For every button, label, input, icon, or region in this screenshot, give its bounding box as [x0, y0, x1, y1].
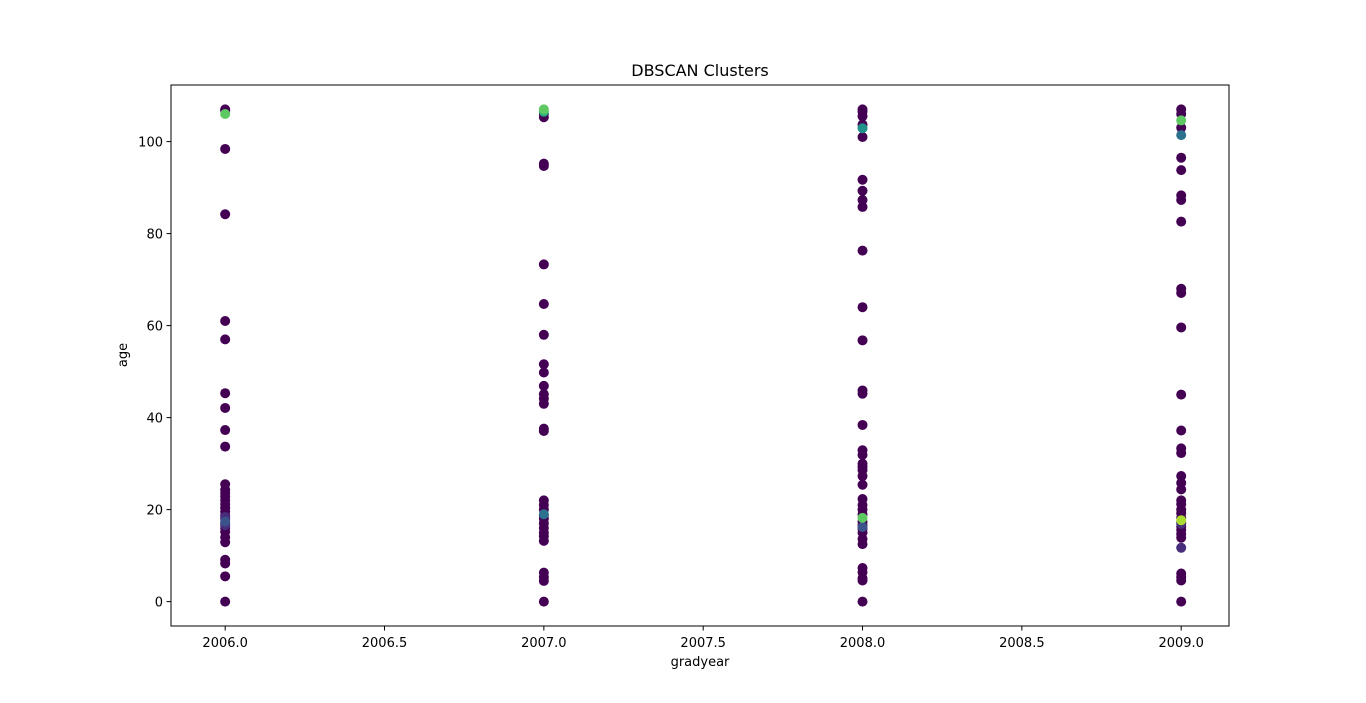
- data-point: [538, 158, 549, 169]
- data-point: [857, 522, 868, 533]
- data-point: [1176, 190, 1187, 201]
- data-point: [857, 185, 868, 196]
- y-tick-label: 20: [146, 504, 163, 519]
- data-point: [538, 389, 549, 400]
- data-point: [1176, 115, 1187, 126]
- data-point: [1176, 130, 1187, 141]
- data-point: [857, 174, 868, 185]
- data-point: [220, 316, 231, 326]
- data-point: [857, 385, 868, 396]
- data-point: [857, 104, 868, 115]
- x-tick-label: 2009.0: [1158, 636, 1204, 651]
- data-point: [538, 596, 549, 607]
- data-point: [857, 512, 868, 523]
- data-point: [220, 571, 231, 582]
- data-point: [538, 298, 549, 309]
- data-point: [1176, 425, 1187, 436]
- data-point: [857, 494, 868, 505]
- data-point: [857, 245, 868, 256]
- data-point: [857, 563, 868, 574]
- x-axis-label: gradyear: [671, 655, 730, 670]
- data-point: [1176, 542, 1187, 553]
- data-point: [857, 195, 868, 206]
- data-point: [1176, 515, 1187, 526]
- data-point: [1176, 104, 1187, 115]
- y-tick-label: 0: [155, 596, 163, 611]
- data-point: [857, 131, 868, 142]
- chart-title: DBSCAN Clusters: [631, 61, 768, 80]
- data-point: [538, 495, 549, 506]
- data-point: [220, 425, 231, 436]
- x-tick-label: 2007.0: [521, 636, 567, 651]
- y-axis-label: age: [116, 343, 131, 367]
- data-point: [857, 479, 868, 490]
- y-axis: 0 20 40 60 80 100: [138, 136, 171, 611]
- data-point: [538, 259, 549, 270]
- data-point: [857, 123, 868, 134]
- data-point: [857, 445, 868, 456]
- data-point: [857, 458, 868, 469]
- data-point: [538, 380, 549, 391]
- data-point: [1176, 152, 1187, 163]
- data-point: [1176, 596, 1187, 607]
- data-point: [220, 441, 231, 452]
- data-point: [220, 143, 231, 154]
- data-point: [220, 334, 231, 345]
- y-tick-label: 80: [146, 228, 163, 243]
- data-point: [220, 388, 231, 399]
- data-points: [220, 104, 1187, 607]
- data-point: [1176, 495, 1187, 506]
- data-point: [857, 335, 868, 346]
- data-point: [220, 479, 231, 490]
- data-point: [1176, 477, 1187, 488]
- data-point: [1176, 443, 1187, 454]
- data-point: [1176, 122, 1187, 133]
- data-point: [857, 302, 868, 313]
- data-point: [220, 108, 231, 119]
- data-point: [220, 516, 231, 527]
- data-point: [857, 419, 868, 430]
- data-point: [538, 359, 549, 370]
- data-point: [1176, 283, 1187, 294]
- data-point: [1176, 165, 1187, 176]
- data-point: [220, 554, 231, 565]
- x-tick-label: 2007.5: [680, 636, 726, 651]
- data-point: [1176, 389, 1187, 400]
- data-point: [857, 596, 868, 607]
- plot-area-frame: [170, 84, 1230, 627]
- data-point: [1176, 568, 1187, 579]
- data-point: [220, 402, 231, 413]
- x-tick-label: 2006.5: [362, 636, 408, 651]
- data-point: [1176, 322, 1187, 333]
- data-point: [538, 329, 549, 340]
- y-tick-label: 60: [146, 320, 163, 335]
- data-point: [538, 104, 549, 115]
- data-point: [538, 509, 549, 520]
- x-axis: 2006.0 2006.5 2007.0 2007.5 2008.0 2008.5 2009…: [202, 626, 1204, 651]
- data-point: [538, 567, 549, 578]
- data-point: [220, 209, 231, 220]
- data-point: [220, 596, 231, 607]
- x-tick-label: 2006.0: [202, 636, 248, 651]
- data-point: [1176, 471, 1187, 482]
- data-point: [538, 423, 549, 434]
- data-point: [538, 367, 549, 378]
- x-tick-label: 2008.5: [999, 636, 1045, 651]
- data-point: [857, 201, 868, 212]
- data-point: [1176, 216, 1187, 227]
- y-tick-label: 100: [138, 136, 163, 151]
- x-tick-label: 2008.0: [840, 636, 886, 651]
- y-tick-label: 40: [146, 412, 163, 427]
